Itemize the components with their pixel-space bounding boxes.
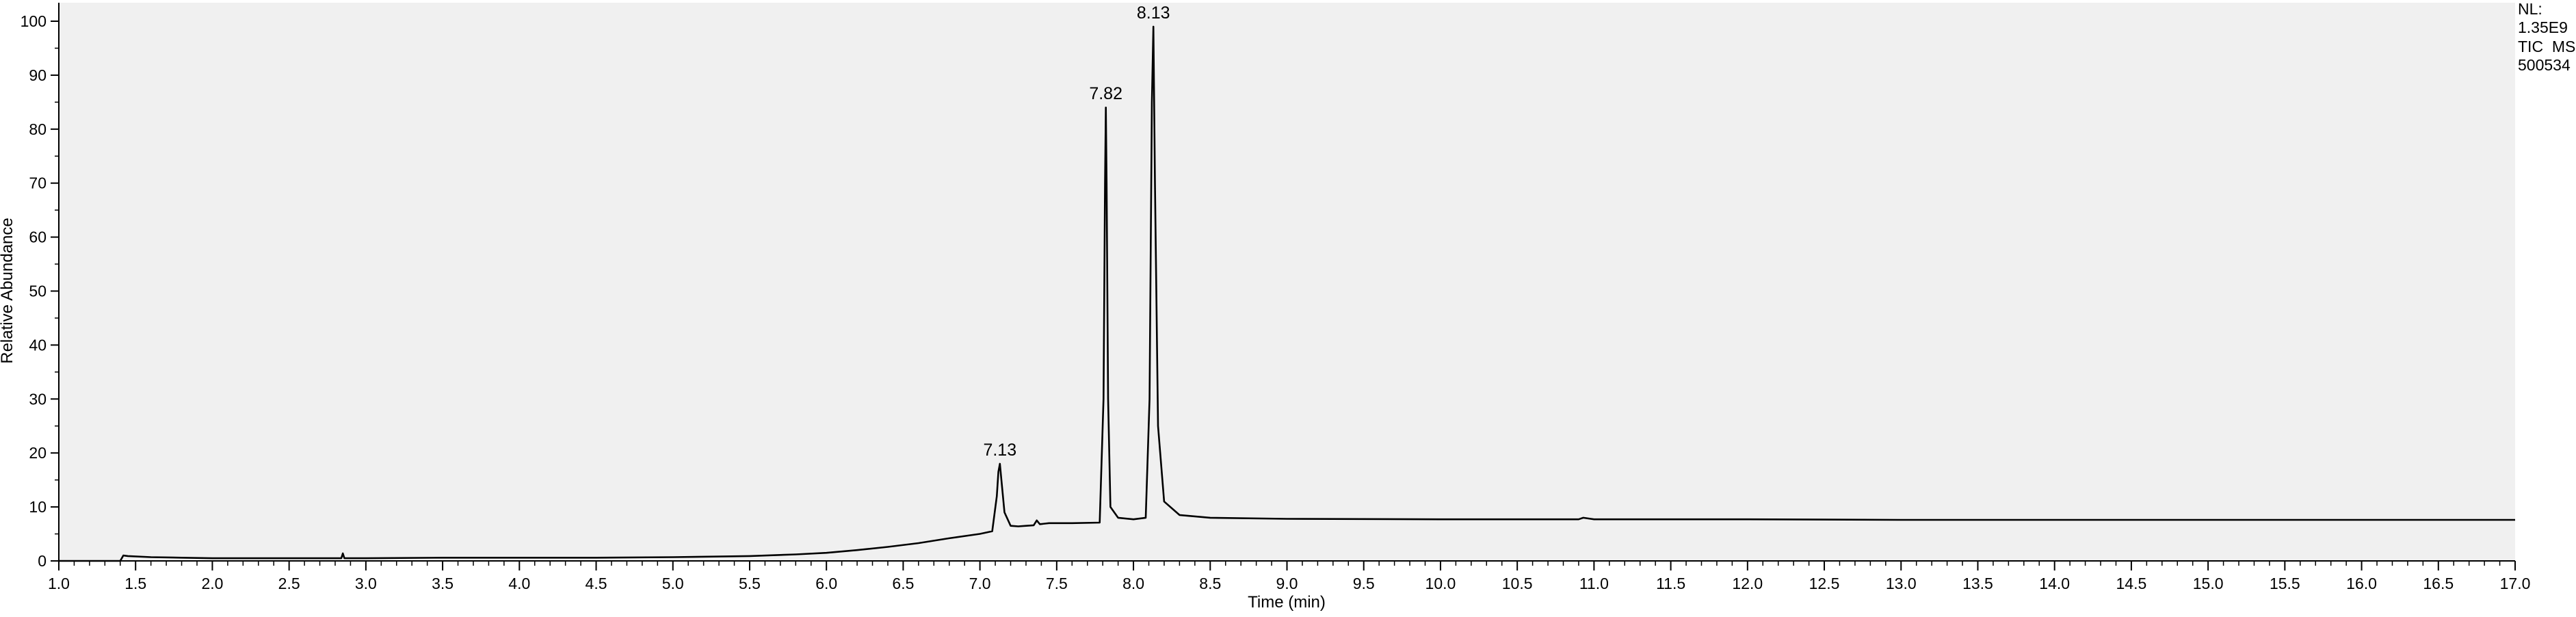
x-tick-label: 3.0 <box>355 575 377 592</box>
y-tick-label: 0 <box>38 552 47 570</box>
x-tick-label: 1.5 <box>124 575 146 592</box>
x-tick-label: 2.5 <box>278 575 300 592</box>
y-tick-label: 100 <box>21 12 47 30</box>
y-tick-label: 70 <box>29 174 47 192</box>
y-tick-label: 50 <box>29 283 47 300</box>
peak-label: 8.13 <box>1137 3 1170 23</box>
x-tick-label: 2.0 <box>201 575 223 592</box>
x-tick-label: 5.5 <box>739 575 761 592</box>
info-box: NL: 1.35E9 TIC MS 500534 <box>2518 0 2575 74</box>
x-tick-label: 3.5 <box>432 575 454 592</box>
x-tick-label: 7.0 <box>969 575 991 592</box>
y-tick-label: 20 <box>29 444 47 462</box>
peak-label: 7.82 <box>1089 84 1122 103</box>
x-tick-label: 11.0 <box>1579 575 1609 592</box>
peak-labels: 7.13 7.82 8.13 <box>983 3 1170 460</box>
x-tick-label: 10.5 <box>1502 575 1533 592</box>
y-tick-label: 80 <box>29 120 47 138</box>
x-tick-label: 8.5 <box>1199 575 1221 592</box>
y-tick-label: 30 <box>29 390 47 408</box>
x-tick-label: 6.5 <box>892 575 914 592</box>
x-tick-label: 14.0 <box>2039 575 2070 592</box>
plot-area <box>59 3 2515 560</box>
x-axis-title: Time (min) <box>1248 593 1326 612</box>
x-tick-label: 13.5 <box>1962 575 1993 592</box>
peak-label: 7.13 <box>983 441 1016 460</box>
y-axis-ticks: 0 10 20 30 40 50 60 70 80 90 100 <box>21 12 59 570</box>
x-tick-label: 7.5 <box>1046 575 1068 592</box>
x-tick-label: 12.0 <box>1732 575 1763 592</box>
x-tick-label: 15.0 <box>2193 575 2224 592</box>
x-tick-label: 16.0 <box>2346 575 2377 592</box>
x-tick-label: 9.0 <box>1276 575 1298 592</box>
x-tick-label: 8.0 <box>1122 575 1144 592</box>
x-tick-label: 4.5 <box>586 575 607 592</box>
info-scan-type: TIC MS <box>2518 38 2575 55</box>
x-tick-label: 15.5 <box>2270 575 2300 592</box>
info-nl-label: NL: <box>2518 0 2542 18</box>
x-tick-label: 6.0 <box>815 575 837 592</box>
y-tick-label: 60 <box>29 228 47 246</box>
x-tick-label: 14.5 <box>2116 575 2147 592</box>
info-nl-value: 1.35E9 <box>2518 18 2568 36</box>
x-tick-label: 12.5 <box>1809 575 1840 592</box>
x-tick-label: 5.0 <box>662 575 684 592</box>
x-tick-label: 1.0 <box>48 575 70 592</box>
y-tick-label: 10 <box>29 498 47 516</box>
y-tick-label: 40 <box>29 336 47 354</box>
x-tick-label: 9.5 <box>1353 575 1375 592</box>
info-sample-id: 500534 <box>2518 56 2571 74</box>
tic-trace-line <box>59 25 2515 562</box>
x-tick-label: 10.0 <box>1425 575 1456 592</box>
x-tick-label: 13.0 <box>1886 575 1917 592</box>
y-axis-title: Relative Abundance <box>0 218 16 364</box>
x-tick-label: 16.5 <box>2423 575 2454 592</box>
x-tick-label: 11.5 <box>1656 575 1685 592</box>
x-axis-ticks: 1.0 1.5 2.0 2.5 3.0 3.5 4.0 4.5 5.0 5.5 6.0 6.5 7.0 7… <box>48 561 2530 592</box>
x-tick-label: 17.0 <box>2500 575 2531 592</box>
x-tick-label: 4.0 <box>508 575 530 592</box>
y-tick-label: 90 <box>29 66 47 84</box>
